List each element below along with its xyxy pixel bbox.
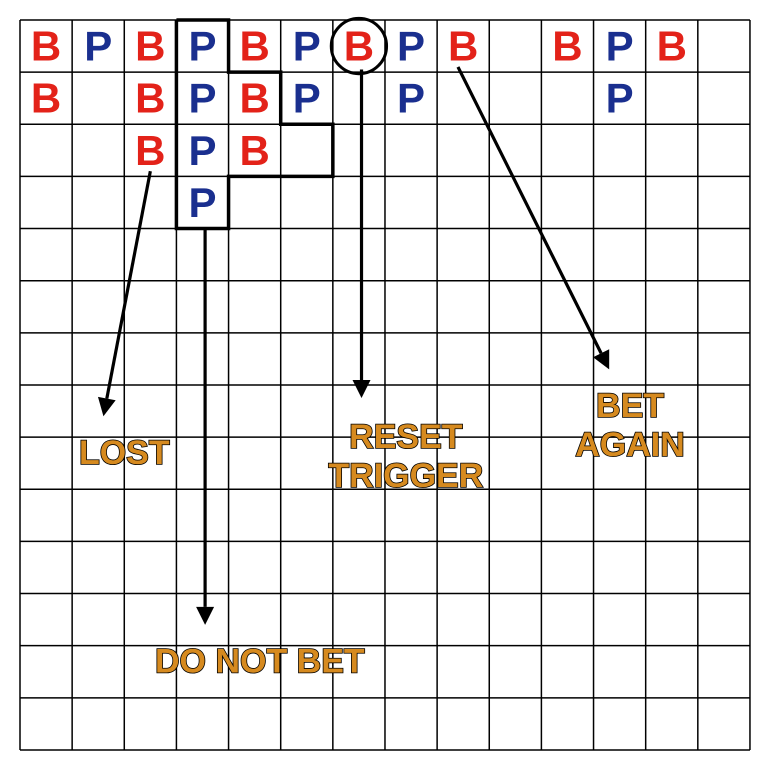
player-mark: P [84, 23, 112, 70]
banker-mark: B [31, 23, 61, 70]
baccarat-big-road-diagram: BPBPBPBPBBPBBBPBPPPBPBPLOSTRESETTRIGGERB… [0, 0, 770, 770]
label-reset: RESET [349, 418, 463, 456]
label-trigger: TRIGGER [328, 457, 483, 495]
label-donotbet: DO NOT BET [155, 642, 365, 680]
player-mark: P [293, 23, 321, 70]
player-mark: P [188, 75, 216, 122]
banker-mark: B [239, 75, 269, 122]
label-again: AGAIN [575, 426, 685, 464]
banker-mark: B [239, 127, 269, 174]
banker-mark: B [31, 75, 61, 122]
label-lost: LOST [79, 434, 170, 472]
banker-mark: B [448, 23, 478, 70]
banker-mark: B [552, 23, 582, 70]
banker-mark: B [344, 23, 374, 70]
player-mark: P [606, 23, 634, 70]
banker-mark: B [135, 23, 165, 70]
diagram-stage: BPBPBPBPBBPBBBPBPPPBPBPLOSTRESETTRIGGERB… [0, 0, 770, 770]
player-mark: P [293, 75, 321, 122]
banker-mark: B [135, 127, 165, 174]
banker-mark: B [657, 23, 687, 70]
label-bet: BET [596, 387, 664, 425]
banker-mark: B [135, 75, 165, 122]
banker-mark: B [239, 23, 269, 70]
player-mark: P [397, 75, 425, 122]
player-mark: P [188, 23, 216, 70]
player-mark: P [606, 75, 634, 122]
player-mark: P [397, 23, 425, 70]
player-mark: P [188, 127, 216, 174]
player-mark: P [188, 179, 216, 226]
